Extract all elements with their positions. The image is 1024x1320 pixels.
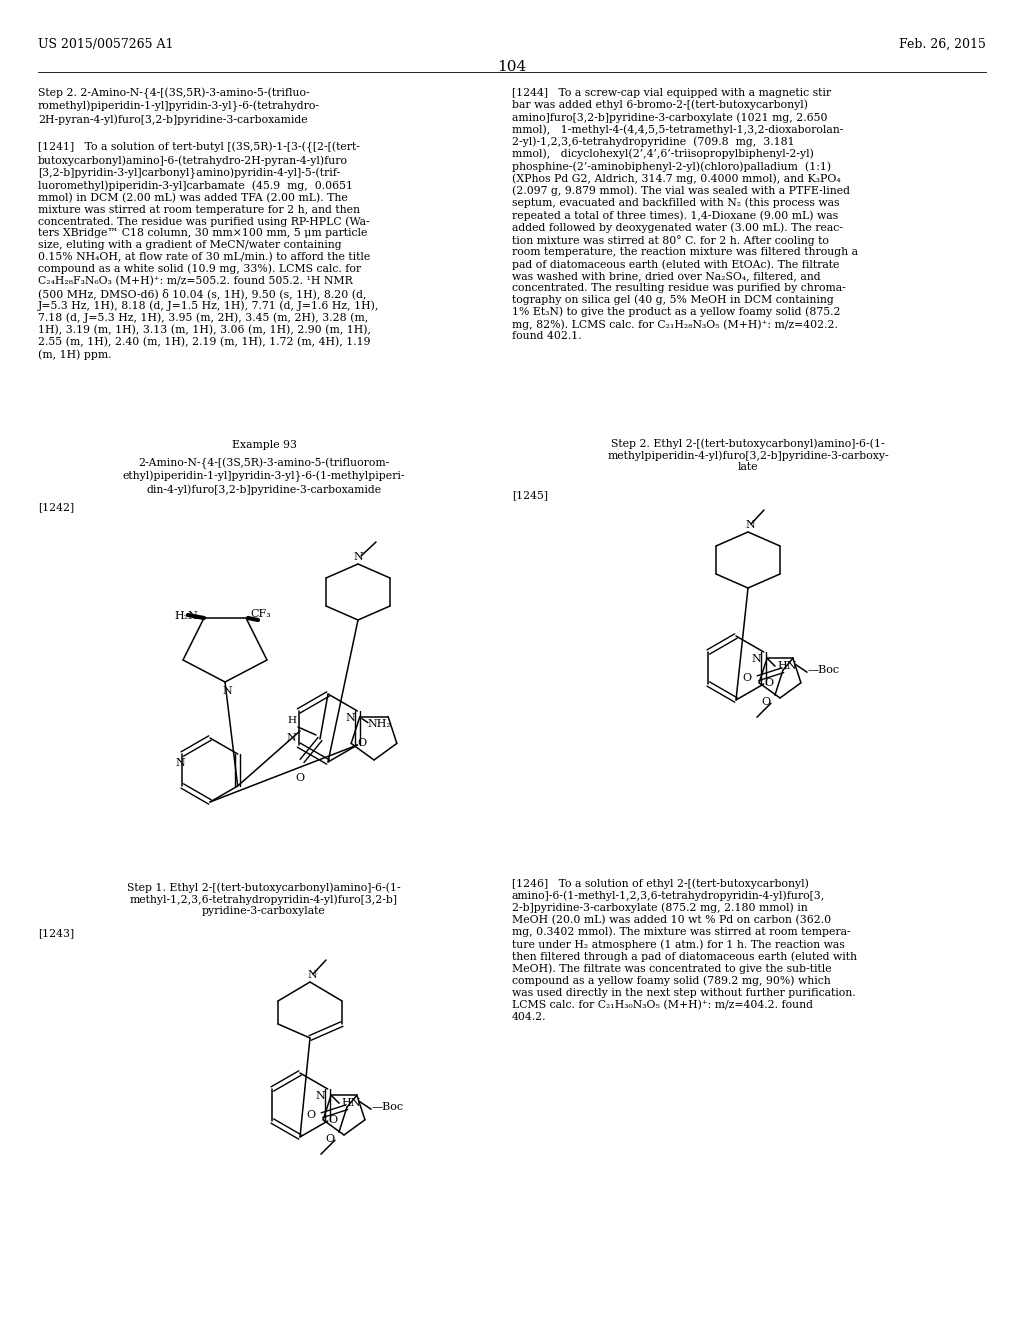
Text: [1241]   To a solution of tert-butyl [(3S,5R)-1-[3-({[2-[(tert-
butoxycarbonyl)a: [1241] To a solution of tert-butyl [(3S,…	[38, 143, 379, 359]
Text: —Boc: —Boc	[807, 665, 840, 676]
Text: [1242]: [1242]	[38, 502, 74, 512]
Text: O: O	[762, 697, 771, 708]
Text: NH₂: NH₂	[368, 718, 392, 729]
Text: O: O	[328, 1115, 337, 1125]
Text: N: N	[316, 1092, 326, 1101]
Text: Step 2. Ethyl 2-[(tert-butoxycarbonyl)amino]-6-(1-
methylpiperidin-4-yl)furo[3,2: Step 2. Ethyl 2-[(tert-butoxycarbonyl)am…	[607, 438, 889, 473]
Text: N: N	[752, 653, 762, 664]
Text: Step 2. 2-Amino-N-{4-[(3S,5R)-3-amino-5-(trifluo-
romethyl)piperidin-1-yl]pyridi: Step 2. 2-Amino-N-{4-[(3S,5R)-3-amino-5-…	[38, 88, 319, 124]
Text: Feb. 26, 2015: Feb. 26, 2015	[899, 38, 986, 51]
Text: H₂N: H₂N	[174, 611, 198, 620]
Text: [1246]   To a solution of ethyl 2-[(tert-butoxycarbonyl)
amino]-6-(1-methyl-1,2,: [1246] To a solution of ethyl 2-[(tert-b…	[512, 878, 857, 1022]
Text: O: O	[764, 677, 773, 688]
Text: O: O	[326, 1134, 335, 1144]
Text: O: O	[742, 673, 752, 684]
Text: O: O	[296, 774, 304, 783]
Text: HN: HN	[341, 1098, 360, 1109]
Text: [1245]: [1245]	[512, 490, 548, 500]
Text: N: N	[307, 970, 316, 979]
Text: Example 93: Example 93	[231, 440, 297, 450]
Text: O: O	[357, 738, 367, 748]
Text: N: N	[287, 733, 296, 743]
Text: N: N	[353, 552, 362, 562]
Text: N: N	[745, 520, 755, 531]
Text: 2-Amino-N-{4-[(3S,5R)-3-amino-5-(trifluorom-
ethyl)piperidin-1-yl]pyridin-3-yl}-: 2-Amino-N-{4-[(3S,5R)-3-amino-5-(trifluo…	[123, 458, 406, 495]
Text: Step 1. Ethyl 2-[(tert-butoxycarbonyl)amino]-6-(1-
methyl-1,2,3,6-tetrahydropyri: Step 1. Ethyl 2-[(tert-butoxycarbonyl)am…	[127, 882, 400, 916]
Text: N: N	[222, 686, 231, 696]
Text: N: N	[346, 713, 355, 723]
Text: CF₃: CF₃	[250, 609, 270, 619]
Text: O: O	[307, 1110, 316, 1121]
Text: N: N	[175, 758, 185, 768]
Text: [1244]   To a screw-cap vial equipped with a magnetic stir
bar was added ethyl 6: [1244] To a screw-cap vial equipped with…	[512, 88, 858, 341]
Text: HN: HN	[777, 661, 797, 671]
Text: US 2015/0057265 A1: US 2015/0057265 A1	[38, 38, 173, 51]
Text: H: H	[287, 715, 296, 725]
Text: —Boc: —Boc	[371, 1102, 403, 1113]
Text: 104: 104	[498, 59, 526, 74]
Text: [1243]: [1243]	[38, 928, 74, 939]
